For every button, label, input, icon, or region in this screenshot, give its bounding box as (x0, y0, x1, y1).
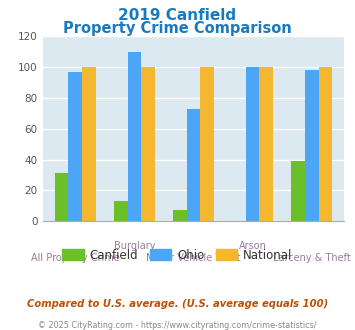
Bar (55, 173, 68, 221)
Bar (82, 67, 95, 221)
Bar (260, 67, 273, 221)
Legend: Canfield, Ohio, National: Canfield, Ohio, National (58, 244, 297, 266)
Bar (127, 52, 141, 221)
Bar (187, 109, 200, 221)
Text: 2019 Canfield: 2019 Canfield (119, 8, 236, 23)
Bar (141, 67, 155, 221)
Bar (114, 201, 127, 221)
Text: Burglary: Burglary (114, 241, 155, 250)
Bar (319, 67, 332, 221)
Bar (69, 72, 82, 221)
Bar (200, 67, 214, 221)
Text: All Property Crime: All Property Crime (31, 253, 120, 263)
Text: Compared to U.S. average. (U.S. average equals 100): Compared to U.S. average. (U.S. average … (27, 299, 328, 309)
Bar (291, 161, 305, 221)
Text: © 2025 CityRating.com - https://www.cityrating.com/crime-statistics/: © 2025 CityRating.com - https://www.city… (38, 321, 317, 330)
Text: Larceny & Theft: Larceny & Theft (273, 253, 351, 263)
Text: Arson: Arson (239, 241, 267, 250)
Bar (173, 210, 187, 221)
Bar (305, 70, 319, 221)
Bar (246, 67, 260, 221)
Text: Motor Vehicle Theft: Motor Vehicle Theft (146, 253, 241, 263)
Text: Property Crime Comparison: Property Crime Comparison (63, 21, 292, 36)
